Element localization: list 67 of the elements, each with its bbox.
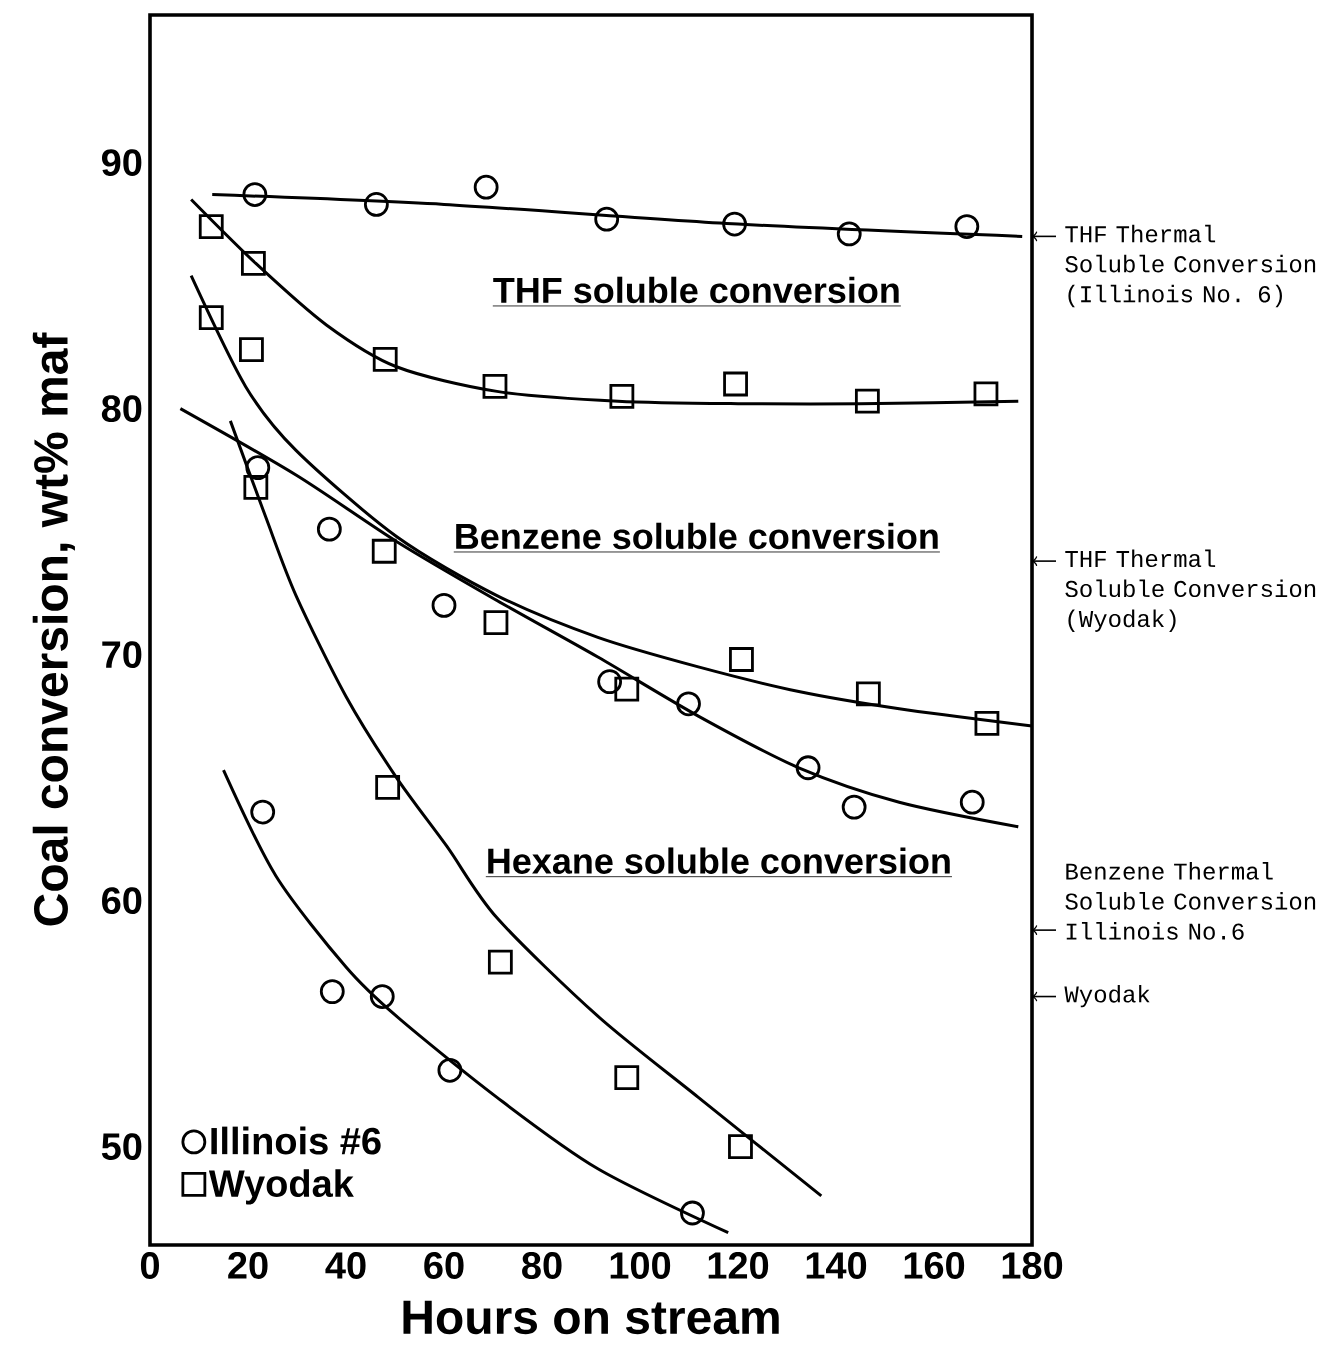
point (795, 755, 821, 781)
point (728, 1134, 753, 1159)
point (614, 1065, 640, 1091)
point (473, 174, 499, 200)
text: THF Thermal Soluble Conversion (Illinois No. 6) (1065, 224, 1316, 308)
point (371, 538, 397, 564)
point (239, 337, 264, 362)
point (369, 984, 395, 1009)
x-tick-label: 20 (228, 1252, 268, 1279)
y-tick-label: 90 (101, 149, 142, 177)
point (729, 647, 754, 672)
y-tick-label: 60 (102, 887, 142, 915)
annotation: THF soluble conversion (493, 276, 899, 304)
x-tick-label: 160 (904, 1252, 965, 1279)
point (243, 474, 269, 500)
x-tick-label: 60 (424, 1252, 464, 1279)
point (597, 669, 623, 695)
point (437, 1057, 463, 1083)
point (363, 192, 389, 217)
point (722, 211, 747, 237)
point (973, 381, 999, 407)
point (250, 799, 276, 825)
x-axis-title: Hours on stream (403, 1300, 779, 1335)
point (836, 221, 862, 247)
point (198, 305, 224, 330)
text: THF Thermal Soluble Conversion (Wyodak) (1065, 549, 1316, 632)
point (614, 676, 640, 702)
x-tick-label: 0 (140, 1252, 160, 1279)
point (482, 374, 508, 399)
y-tick-label: 70 (102, 641, 142, 669)
y-axis-title: Coal conversion, wt% maf (32, 332, 75, 926)
point (372, 346, 398, 372)
point (483, 610, 509, 636)
point (487, 949, 513, 975)
point (974, 711, 1000, 736)
point (954, 214, 980, 239)
point (198, 214, 224, 239)
point (854, 388, 880, 414)
y-tick-label: 50 (101, 1133, 142, 1161)
text: Wyodak (1064, 984, 1150, 1008)
point (609, 383, 635, 409)
point (431, 592, 457, 618)
point (841, 794, 867, 820)
x-tick-label: 80 (522, 1252, 562, 1279)
point (242, 182, 268, 207)
x-tick-label: 180 (1002, 1252, 1063, 1279)
point (245, 455, 271, 481)
legend-label: Illinois #6 (211, 1126, 381, 1155)
point (316, 516, 342, 542)
point (959, 789, 985, 815)
y-tick-label: 80 (101, 395, 142, 423)
point (855, 681, 881, 707)
annotation: Hexane soluble conversion (488, 847, 950, 874)
annotation: Benzene soluble conversion (456, 522, 938, 550)
point (676, 691, 701, 717)
point (375, 775, 401, 800)
point (240, 251, 266, 276)
x-tick-label: 140 (806, 1252, 867, 1279)
point (723, 371, 748, 397)
legend-label: Wyodak (208, 1169, 354, 1205)
x-tick-label: 100 (610, 1252, 671, 1279)
x-tick-label: 40 (325, 1252, 366, 1279)
point (319, 979, 345, 1005)
x-tick-label: 120 (708, 1252, 769, 1279)
text: Benzene Thermal Soluble Conversion Illinois No.6 (1065, 862, 1316, 940)
point (594, 206, 620, 232)
point (680, 1200, 705, 1226)
